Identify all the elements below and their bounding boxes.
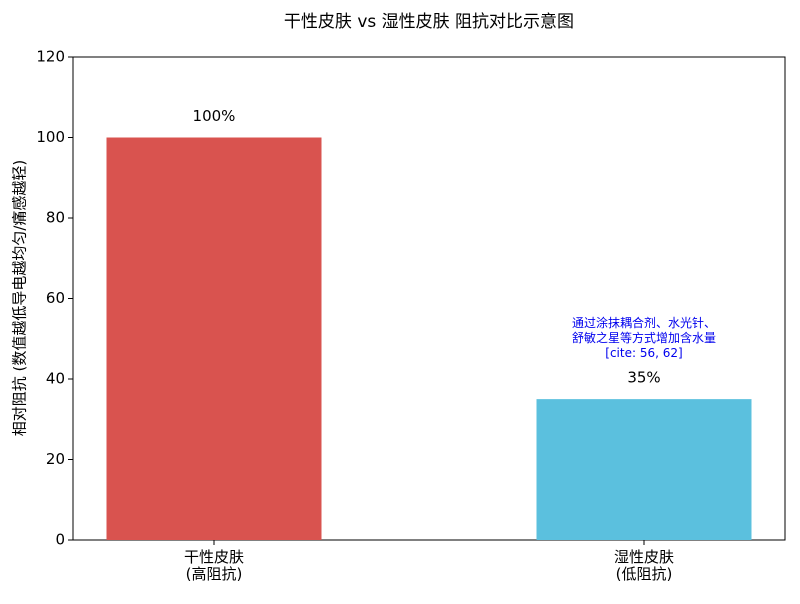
y-axis-label: 相对阻抗 (数值越低导电越均匀/痛感越轻) — [11, 160, 29, 437]
value-label: 35% — [627, 369, 660, 387]
x-tick-label: 湿性皮肤(低阻抗) — [614, 548, 674, 583]
chart-title: 干性皮肤 vs 湿性皮肤 阻抗对比示意图 — [284, 12, 574, 32]
y-tick-label: 60 — [46, 289, 65, 307]
annotation: 通过涂抹耦合剂、水光针、舒敏之星等方式增加含水量[cite: 56, 62] — [572, 315, 716, 360]
y-tick-label: 40 — [46, 370, 65, 388]
bar — [536, 399, 752, 540]
value-label: 100% — [193, 107, 236, 125]
bar — [106, 137, 322, 540]
y-tick-label: 80 — [46, 209, 65, 227]
x-tick-label: 干性皮肤(高阻抗) — [184, 548, 244, 583]
y-tick-label: 120 — [36, 48, 65, 66]
y-tick-label: 0 — [55, 531, 65, 549]
y-tick-label: 20 — [46, 450, 65, 468]
y-tick-label: 100 — [36, 128, 65, 146]
